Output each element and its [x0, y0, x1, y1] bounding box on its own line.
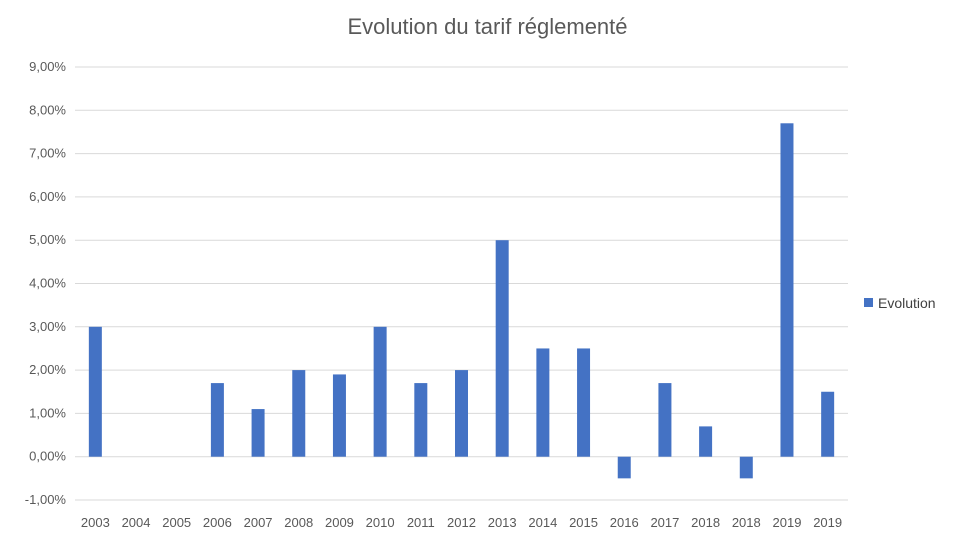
x-tick-label: 2008 — [284, 515, 313, 530]
legend: Evolution — [864, 295, 936, 311]
y-tick-label: 7,00% — [29, 146, 66, 161]
y-tick-label: 4,00% — [29, 276, 66, 291]
x-tick-label: 2006 — [203, 515, 232, 530]
bar-2008 — [292, 370, 306, 457]
bar-2019 — [780, 123, 794, 457]
y-tick-label: 2,00% — [29, 362, 66, 377]
legend-swatch — [864, 298, 873, 307]
x-tick-label: 2015 — [569, 515, 598, 530]
x-tick-label: 2018 — [732, 515, 761, 530]
x-tick-label: 2009 — [325, 515, 354, 530]
y-tick-label: -1,00% — [25, 492, 67, 507]
y-axis-ticks: -1,00% 0,00% 1,00% 2,00% 3,00% 4,00% 5,00% 6,00… — [25, 59, 67, 507]
x-tick-label: 2004 — [122, 515, 151, 530]
x-tick-label: 2019 — [813, 515, 842, 530]
bar-2019 — [821, 391, 835, 457]
y-tick-label: 3,00% — [29, 319, 66, 334]
x-tick-label: 2010 — [366, 515, 395, 530]
x-axis-ticks: 2003 2004 2005 2006 2007 2008 2009 2010 2011 2012… — [81, 515, 842, 530]
x-tick-label: 2019 — [773, 515, 802, 530]
bar-2003 — [88, 326, 102, 457]
bar-2007 — [251, 409, 265, 457]
x-tick-label: 2005 — [162, 515, 191, 530]
x-tick-label: 2011 — [407, 515, 435, 530]
x-tick-label: 2018 — [691, 515, 720, 530]
legend-label-evolution: Evolution — [878, 295, 936, 311]
bar-2010 — [373, 326, 387, 457]
y-tick-label: 6,00% — [29, 189, 66, 204]
y-tick-label: 0,00% — [29, 449, 66, 464]
y-tick-label: 8,00% — [29, 102, 66, 117]
chart-title: Evolution du tarif réglementé — [347, 14, 628, 39]
bar-2017 — [658, 383, 672, 457]
bar-2018 — [699, 426, 713, 457]
x-tick-label: 2014 — [528, 515, 557, 530]
y-tick-label: 9,00% — [29, 59, 66, 74]
bar-2012 — [455, 370, 468, 457]
y-tick-label: 5,00% — [29, 232, 66, 247]
x-tick-label: 2012 — [447, 515, 476, 530]
bar-2014 — [536, 348, 550, 457]
x-tick-label: 2013 — [488, 515, 517, 530]
bar-2011 — [414, 383, 428, 457]
bar-2018 — [739, 456, 753, 479]
x-tick-label: 2017 — [650, 515, 679, 530]
bar-2013 — [495, 240, 509, 457]
bar-2009 — [332, 374, 346, 457]
x-tick-label: 2016 — [610, 515, 639, 530]
bars — [88, 123, 835, 479]
x-tick-label: 2003 — [81, 515, 110, 530]
bar-2006 — [210, 383, 224, 457]
x-tick-label: 2007 — [244, 515, 273, 530]
bar-2016 — [617, 456, 631, 479]
y-tick-label: 1,00% — [29, 405, 66, 420]
bar-2015 — [577, 348, 591, 457]
